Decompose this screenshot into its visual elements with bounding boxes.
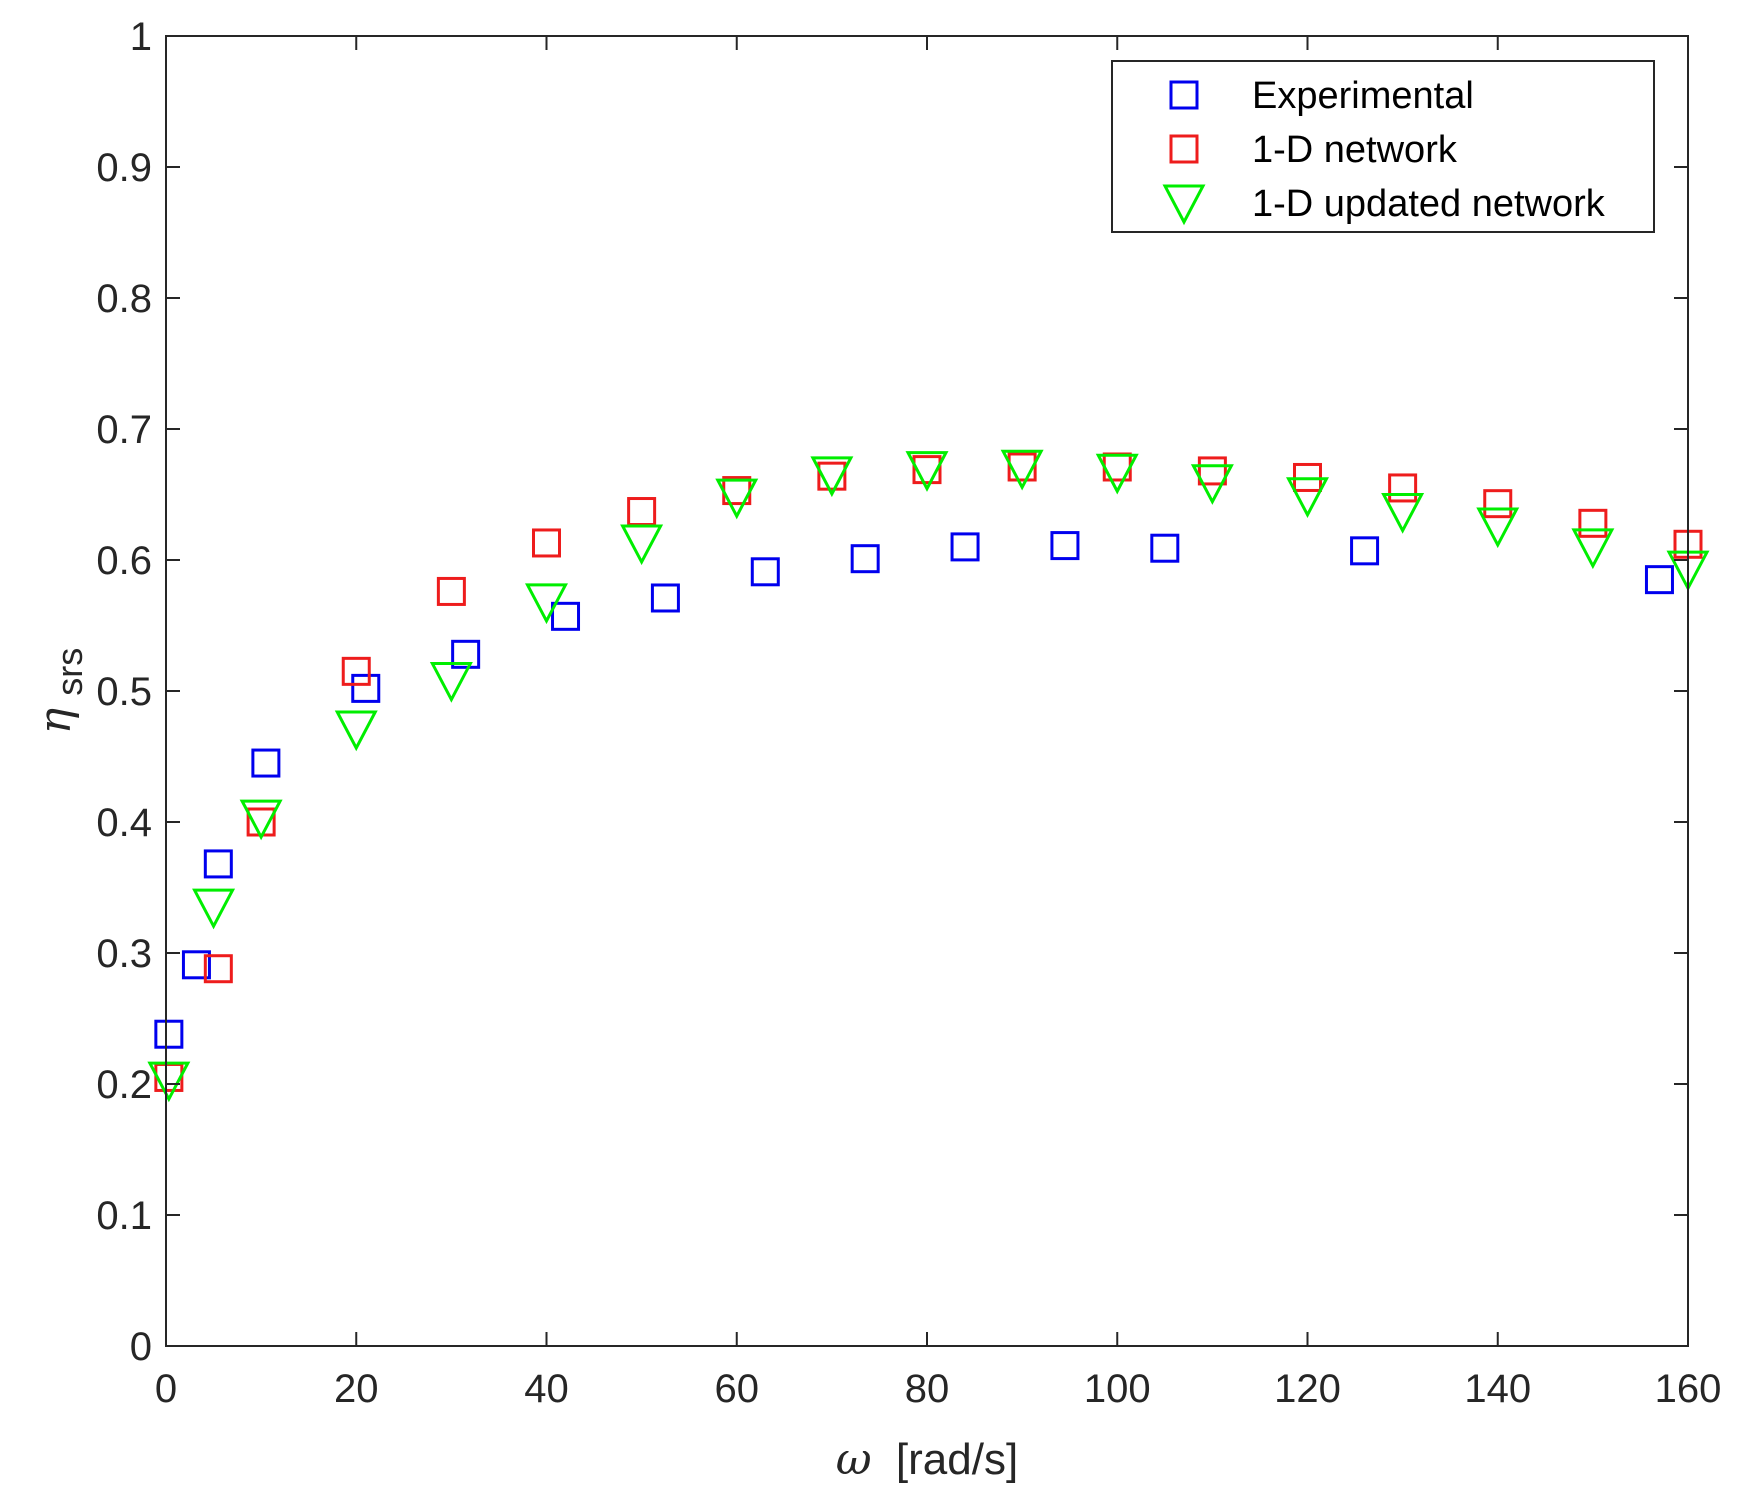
data-point [551,601,581,631]
data-point [1578,508,1608,538]
legend-label: 1-D network [1252,129,1458,171]
y-tick-label: 0.7 [96,408,152,452]
data-point [810,456,854,498]
series-3 [147,449,1710,1103]
x-axis-label: ω [rad/s] [836,1434,1018,1485]
data-point [1381,493,1425,534]
x-axis-unit: [rad/s] [896,1435,1018,1484]
legend-marker [1169,134,1199,164]
data-point [429,662,473,703]
data-point [239,799,283,841]
data-point [334,710,378,752]
data-point [627,497,657,527]
axis-ticks [165,35,1689,1347]
data-point [451,639,481,669]
y-axis-subscript: srs [49,648,90,696]
data-point [203,954,233,984]
data-point [1286,477,1329,519]
data-point [1350,536,1380,566]
data-point [1095,453,1139,495]
data-point [436,576,466,606]
data-point [950,532,980,562]
y-axis-symbol: η [30,708,81,734]
data-point [817,461,847,491]
legend-marker [1162,184,1206,226]
legend: Experimental 1-D network 1-D updated netwo… [1111,60,1655,233]
y-axis-label: η srs [30,648,90,735]
data-point [1197,456,1227,486]
data-point [1150,533,1180,563]
data-point [1483,489,1513,519]
y-tick-label: 0.6 [96,539,152,583]
legend-label: Experimental [1252,75,1474,117]
x-tick-label: 100 [1084,1367,1151,1411]
data-point [341,656,371,686]
legend-item: 1-D updated network [1162,183,1606,226]
data-point [203,849,233,879]
y-tick-label: 0.3 [96,932,152,976]
data-point [154,1019,184,1049]
data-point [532,528,561,558]
y-tick-label: 0.1 [96,1194,152,1238]
x-tick-label: 160 [1655,1367,1722,1411]
x-axis-symbol: ω [836,1434,872,1485]
data-point [1190,464,1234,505]
data-point [650,583,680,613]
data-point [1388,473,1418,503]
x-tick-label: 80 [905,1367,950,1411]
y-tick-label: 0.8 [96,277,152,321]
data-point [147,1061,191,1103]
x-tick-label: 0 [155,1367,177,1411]
y-tick-label: 1 [130,15,152,59]
data-point [1571,528,1615,570]
data-point [192,888,236,930]
series-2 [154,452,1703,1092]
axis-tick-labels: 0 20 40 60 80 100 120 140 160 0 0.1 0.2 0.3 0.4 0.5 0.6… [96,15,1721,1411]
legend-box [1111,60,1655,233]
x-tick-label: 60 [715,1367,760,1411]
data-point [620,524,664,566]
data-point [1000,449,1044,491]
x-tick-label: 120 [1274,1367,1341,1411]
data-point [912,455,942,485]
data-point [351,673,381,703]
data-point [1007,452,1037,482]
series-1 [154,531,1674,1049]
data-point [750,557,780,587]
data-point [181,950,211,980]
legend-item: 1-D network [1169,129,1458,171]
data-point [850,544,880,574]
x-tick-label: 40 [524,1367,569,1411]
data-point [525,583,568,625]
legend-item: Experimental [1169,75,1474,117]
data-point [154,1062,184,1092]
y-tick-label: 0 [130,1325,152,1369]
y-tick-label: 0.9 [96,146,152,190]
y-tick-label: 0.2 [96,1063,152,1107]
data-point [715,478,759,520]
data-point [1644,565,1674,595]
y-tick-label: 0.4 [96,801,152,845]
data-marks [147,449,1710,1103]
data-point [1050,531,1080,561]
data-point [905,451,949,492]
data-point [251,748,281,778]
legend-label: 1-D updated network [1252,183,1606,225]
data-point [1476,507,1520,549]
y-tick-label: 0.5 [96,670,152,714]
legend-marker [1169,80,1199,110]
x-tick-label: 20 [334,1367,379,1411]
x-tick-label: 140 [1464,1367,1531,1411]
